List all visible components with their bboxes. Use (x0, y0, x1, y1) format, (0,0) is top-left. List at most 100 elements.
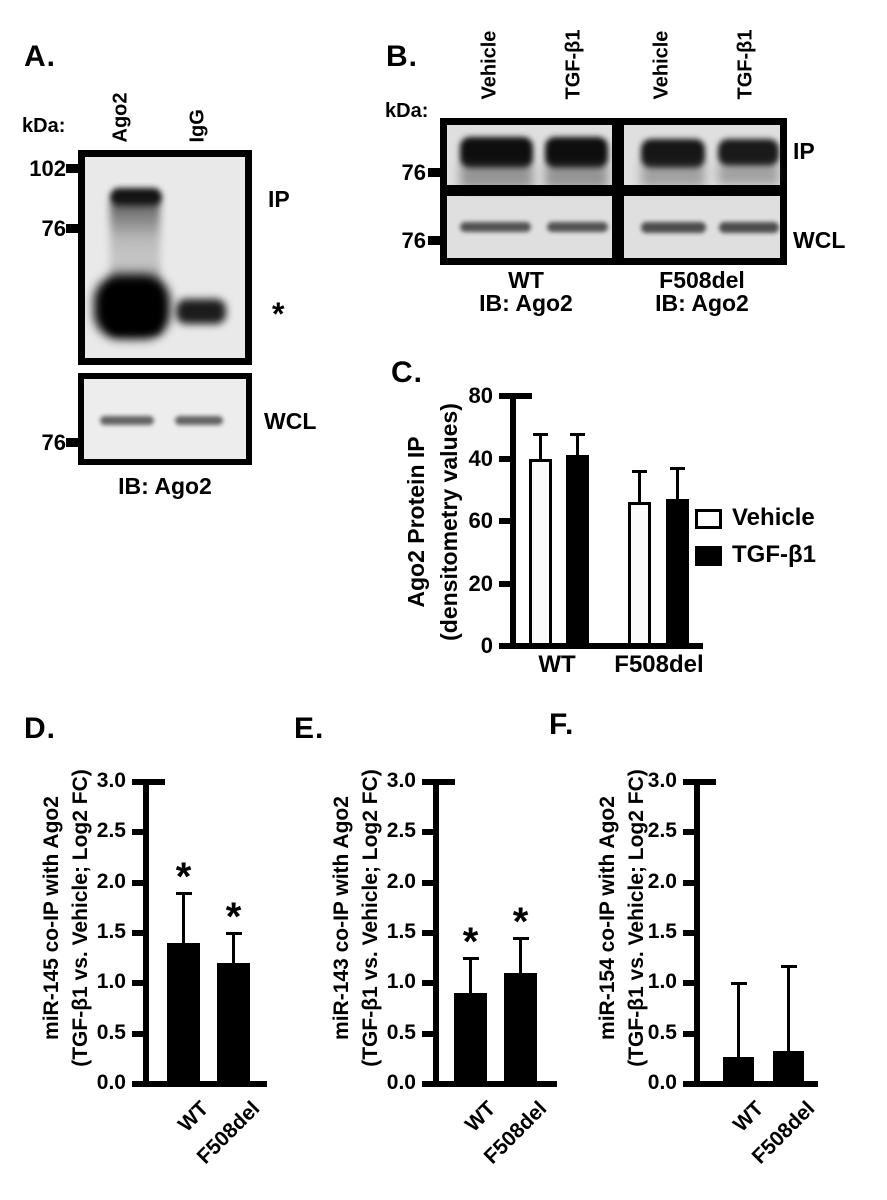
tick-mark (683, 930, 694, 936)
tick-mark (499, 580, 510, 587)
tick-label: 3.0 (647, 769, 677, 792)
tick-label: 3.0 (386, 769, 416, 792)
error-bar-stem (469, 958, 472, 994)
error-bar-stem (182, 892, 185, 944)
tick-mark (422, 930, 433, 936)
label-ip-a: IP (268, 186, 290, 212)
error-bar-stem (232, 933, 235, 964)
error-bar-cap (462, 957, 479, 961)
blot-b-wcl-band-1 (460, 222, 531, 232)
kda-label-b: kDa: (385, 100, 429, 122)
tick-mark (422, 829, 433, 836)
tick-mark (132, 779, 143, 785)
blot-b-ip-band-4 (718, 139, 779, 166)
legend-label-tgfb1: TGF-β1 (732, 541, 816, 568)
y-axis-line (143, 779, 149, 1087)
marker-tick-76-a (66, 224, 78, 233)
caption-ib-ago2-a: IB: Ago2 (118, 473, 212, 499)
blot-a-ip-box (78, 150, 252, 365)
error-bar-cap (225, 932, 242, 935)
category-label: F508del (614, 651, 704, 678)
bar (666, 499, 689, 649)
blot-b-ip-band-1 (460, 137, 533, 168)
legend-swatch-tgfb1 (695, 546, 722, 566)
tick-mark (132, 829, 143, 836)
bar (504, 973, 537, 1087)
error-bar-stem (737, 983, 740, 1057)
error-bar-cap (632, 470, 647, 473)
blot-b-ip-smear-2 (545, 163, 608, 189)
blot-b-ip-smear-4 (718, 163, 779, 185)
blot-a-wcl-box (78, 373, 252, 465)
tick-mark (683, 980, 694, 987)
blot-b-assembly (440, 118, 787, 265)
tick-label: 0.5 (96, 1020, 126, 1044)
tick-mark (132, 879, 143, 886)
error-bar-cap (533, 432, 548, 436)
tick-label: 1.0 (96, 970, 126, 994)
tick-label: 20 (468, 570, 493, 596)
y-axis-line (510, 393, 516, 649)
blot-blob-ago2 (94, 275, 170, 339)
tick-label: 80 (468, 383, 493, 408)
marker-tick-76-wcl-a (66, 438, 78, 447)
tick-mark (132, 1081, 143, 1087)
tick-label: 40 (468, 445, 493, 471)
marker-tick-76-ip-b (428, 168, 440, 177)
panel-e-letter: E. (294, 712, 325, 745)
error-bar-stem (576, 433, 579, 456)
sig-asterisk: * (225, 895, 242, 939)
tick-mark (422, 980, 433, 987)
panel-b-letter: B. (386, 40, 418, 73)
label-wcl-b: WCL (793, 227, 846, 253)
error-bar-cap (670, 466, 685, 470)
bar (167, 943, 200, 1087)
blot-b-ip-smear-3 (641, 163, 705, 187)
blot-b-ip-smear-1 (460, 163, 533, 189)
nonspecific-asterisk: * (272, 296, 285, 332)
y-axis-line (694, 779, 700, 1087)
tick-label: 1.0 (386, 970, 416, 994)
tick-label: 2.0 (647, 869, 677, 893)
tick-label: 0.5 (386, 1020, 416, 1044)
error-bar-stem (539, 433, 542, 459)
error-bar-stem (676, 467, 679, 500)
tick-label: 60 (468, 508, 493, 533)
tick-label: 2.0 (96, 869, 126, 893)
tick-mark (499, 518, 510, 524)
tick-label: 2.5 (96, 819, 126, 843)
blot-b-wcl-band-2 (547, 222, 608, 232)
y-axis-top-stub (439, 779, 455, 785)
tick-label: 1.5 (386, 920, 416, 943)
marker-tick-76-wcl-b (428, 236, 440, 245)
caption-ib-ago2-f508del: IB: Ago2 (655, 290, 749, 316)
x-axis-line (141, 1081, 267, 1087)
error-bar-stem (638, 471, 641, 503)
blot-b-wcl-band-3 (641, 222, 706, 233)
tick-mark (499, 393, 510, 399)
error-bar-stem (519, 938, 522, 974)
tick-label: 1.5 (647, 920, 677, 943)
tick-label: 0.0 (386, 1071, 416, 1094)
panel-d-letter: D. (24, 712, 56, 745)
tick-label: 0.5 (647, 1020, 677, 1044)
tick-mark (132, 980, 143, 987)
panel-a-letter: A. (24, 40, 56, 73)
caption-wt: WT (508, 267, 544, 293)
y-axis-top-stub (149, 779, 165, 785)
tick-label: 0.0 (647, 1071, 677, 1094)
panel-f-letter: F. (549, 708, 575, 741)
tick-mark (422, 879, 433, 886)
bar (529, 458, 552, 649)
tick-mark (683, 1030, 694, 1037)
tick-mark (499, 455, 510, 462)
caption-f508del: F508del (659, 267, 745, 293)
tick-label: 2.5 (386, 819, 416, 843)
blot-b-ip-band-3 (641, 139, 705, 168)
tick-mark (499, 643, 510, 649)
blot-b-wcl-band-4 (719, 222, 779, 233)
tick-mark (132, 930, 143, 936)
blot-b-ip-band-2 (545, 137, 608, 168)
tick-label: 1.5 (96, 920, 126, 943)
